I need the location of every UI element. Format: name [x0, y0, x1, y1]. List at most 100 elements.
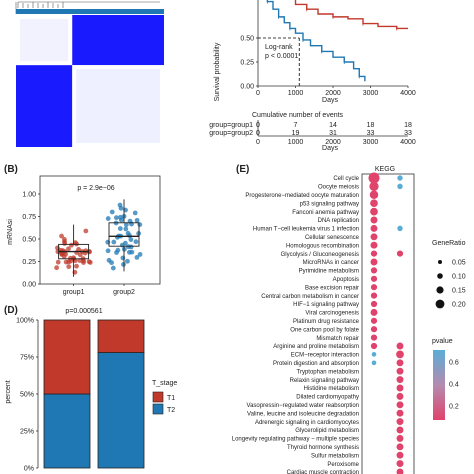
boxplot-boxes	[58, 199, 140, 277]
heatmap-block-1	[72, 15, 164, 66]
kegg-dot	[396, 409, 404, 417]
kegg-term-label: Fanconi anemia pathway	[292, 210, 359, 216]
events-cell: 18	[367, 122, 375, 129]
kegg-term-label: Human T−cell leukemia virus 1 infection	[253, 227, 359, 233]
kegg-term-label: Glycolysis / Gluconeogenesis	[281, 252, 359, 258]
survival-plot: Survival probability 0 1000 2000 3000 4000 0.…	[214, 0, 416, 104]
boxplot-point-group2	[120, 255, 126, 261]
boxplot-point-group2	[128, 237, 134, 242]
kegg-size-legend-label: 0.20	[452, 302, 466, 309]
boxplot-point-group2	[129, 249, 135, 255]
boxplot-point-group1	[55, 259, 61, 265]
events-row-label: group=group2	[209, 130, 253, 137]
kegg-term-label: Histidine metabolism	[304, 386, 359, 392]
stacked-bar-y-axis-label: percent	[5, 380, 12, 403]
kegg-dot	[396, 460, 404, 468]
km-x-tick-label: 3000	[363, 90, 379, 97]
kegg-dot	[368, 172, 380, 184]
kegg-term-label: Mismatch repair	[316, 336, 359, 342]
kegg-term-label: Apoptosis	[333, 277, 359, 283]
boxplot-y-tick-label: 0.75	[22, 214, 36, 221]
kegg-term-label: HIF−1 signaling pathway	[293, 302, 359, 308]
boxplot-point-group2	[134, 254, 140, 260]
stacked-bar-y-tick-label: 100%	[16, 318, 34, 325]
kegg-term-label: Arginine and proline metabolism	[273, 344, 359, 350]
boxplot-point-group1	[69, 242, 74, 248]
kegg-dot	[370, 216, 378, 224]
kegg-color-legend: 0.6 0.4 0.2	[449, 360, 459, 411]
kegg-term-label: Platinum drug resistance	[293, 319, 360, 325]
kegg-term-label: Tryptophan metabolism	[297, 369, 359, 375]
kegg-dot	[370, 241, 378, 249]
kegg-term-label: Valine, leucine and isoleucine degradati…	[247, 411, 359, 417]
boxplot-point-group2	[128, 244, 134, 250]
kegg-term-label: Relaxin signaling pathway	[290, 378, 359, 384]
kegg-dot	[396, 376, 404, 384]
km-y-tick-label: 0.00	[240, 84, 254, 91]
boxplot-point-group1	[76, 247, 81, 252]
boxplot-y-tick-label: 0.25	[22, 259, 36, 266]
boxplot-point-group2	[117, 226, 123, 231]
kegg-term-label: Dilated cardiomyopathy	[296, 395, 359, 401]
kegg-term-label: Cell cycle	[333, 176, 359, 182]
kegg-dot	[396, 342, 404, 350]
boxplot-y-tick-label: 0.50	[22, 237, 36, 244]
kegg-color-bar	[433, 350, 445, 420]
kegg-size-legend-dot	[436, 286, 444, 294]
boxplot-panel: (B) p = 2.9e−06 mRNAsi 0.00 0.25 0.50 0.75 1…	[4, 164, 161, 296]
boxplot-point-group2	[105, 216, 111, 221]
boxplot-point-group2	[133, 239, 139, 245]
boxplot-point-group2	[121, 262, 126, 267]
stacked-bar-axes: 0% 25% 50% 75% 100%	[16, 318, 39, 473]
stacked-bar-legend-title: T_stage	[152, 380, 177, 387]
boxplot-point-group2	[113, 215, 119, 221]
kegg-term-label: p53 signaling pathway	[300, 201, 359, 207]
boxplot-point-group1	[77, 252, 83, 258]
boxplot-point-group2	[125, 258, 130, 264]
boxplot-point-group2	[137, 252, 143, 257]
kegg-term-label: Glycerolipid metabolism	[295, 428, 359, 434]
kegg-term-label: Adrenergic signaling in cardiomyocytes	[255, 420, 359, 426]
kegg-dot	[396, 434, 404, 442]
kegg-dot	[396, 451, 404, 459]
kegg-dot	[396, 443, 404, 451]
kegg-color-legend-label: 0.2	[449, 404, 459, 411]
boxplot-point-group2	[132, 210, 138, 216]
kegg-color-legend-title: pvalue	[432, 338, 453, 345]
kegg-term-label: MicroRNAs in cancer	[303, 260, 359, 266]
kegg-term-label: Thyroid hormone synthesis	[287, 445, 359, 451]
kegg-dot	[396, 250, 404, 257]
kegg-dots	[368, 172, 404, 474]
events-row-label: group=group1	[209, 122, 253, 129]
kegg-term-label: Progesterone−mediated oocyte maturation	[245, 193, 359, 199]
boxplot-point-group1	[62, 236, 67, 242]
km-line-group1	[294, 0, 408, 30]
boxplot-point-group2	[125, 230, 131, 236]
kegg-term-label: Cardiac muscle contraction	[287, 470, 359, 474]
km-annotation-line2: p < 0.0001	[265, 53, 298, 60]
kegg-dot	[370, 233, 378, 241]
km-y-tick-label: 0.25	[240, 60, 254, 67]
boxplot-y-tick-label: 0.00	[22, 282, 36, 289]
kegg-term-label: Peroxisome	[327, 462, 359, 468]
kegg-term-label: Sulfur metabolism	[311, 453, 359, 459]
stacked-bar-segment-T1	[43, 319, 91, 395]
kegg-term-label: Longevity regulating pathway − multiple …	[232, 437, 359, 443]
kegg-dot	[370, 300, 378, 308]
kegg-dot	[370, 224, 378, 232]
boxplot-point-group2	[134, 217, 140, 223]
boxplot-point-group1	[63, 251, 68, 257]
stacked-bar-legend: T1 T2	[152, 391, 175, 415]
events-table: Cumulative number of events group=group1…	[209, 112, 416, 152]
kegg-size-legend-label: 0.10	[452, 274, 466, 281]
boxplot-point-group1	[74, 263, 79, 269]
stacked-bar-title: p=0.000561	[65, 308, 102, 315]
kegg-dot	[397, 183, 403, 190]
kegg-size-legend: 0.05 0.10 0.15 0.20	[435, 260, 466, 309]
kegg-dot	[397, 225, 403, 232]
boxplot-point-group2	[110, 265, 116, 271]
legend-label-T1: T1	[167, 395, 175, 402]
kegg-term-label: One carbon pool by folate	[290, 327, 359, 333]
kegg-dot	[396, 392, 404, 400]
kegg-dot	[370, 326, 378, 333]
